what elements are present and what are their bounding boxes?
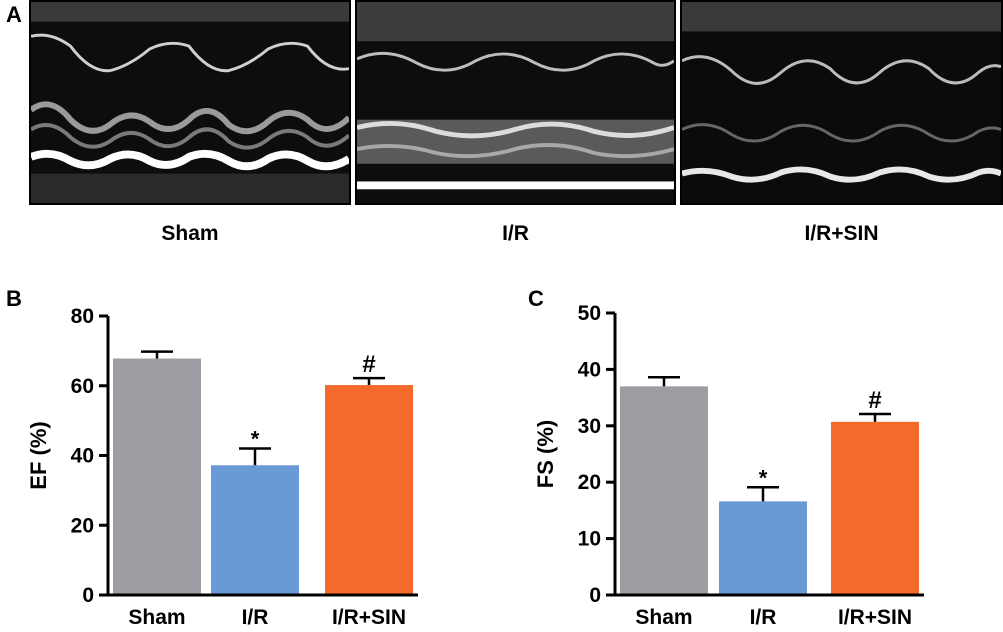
- chart-ef-svg: EF (%) Sham * I/R # I/R+SIN 0 20 40 60 80: [26, 305, 418, 629]
- ef-y-tick-label-0: 0: [82, 584, 94, 607]
- fs-y-tick-label-1: 10: [578, 528, 601, 551]
- panel-letter-b: B: [6, 286, 22, 311]
- ef-y-axis-label: EF (%): [26, 421, 51, 489]
- ef-error-bar-1: [239, 447, 271, 466]
- fs-x-tick-label-1: I/R: [750, 606, 777, 629]
- panel-letter-c: C: [528, 286, 544, 311]
- ef-y-tick-label-3: 60: [71, 375, 94, 398]
- ef-annotation-1: *: [251, 427, 260, 452]
- fs-annotation-1: *: [759, 465, 768, 490]
- echo-image-ir: [355, 0, 676, 205]
- ef-x-tick-label-2: I/R+SIN: [332, 606, 406, 629]
- fs-error-bar-1: [747, 486, 779, 502]
- fs-x-tick-label-2: I/R+SIN: [838, 606, 912, 629]
- echo-image-ir-sin: [680, 0, 1003, 205]
- echo-label-sham: Sham: [161, 222, 219, 245]
- echo-sham-graphic: [31, 2, 349, 203]
- echo-label-ir-sin: I/R+SIN: [804, 222, 879, 245]
- fs-y-tick-label-2: 20: [578, 471, 601, 494]
- fs-y-axis-label: FS (%): [533, 420, 558, 488]
- chart-fs: FS (%) Sham * I/R # I/R+SIN 0 10 20 30 40 50: [500, 290, 1003, 632]
- echo-label-ir: I/R: [502, 222, 529, 245]
- ef-annotation-2: #: [362, 351, 375, 378]
- fs-error-bar-0: [648, 376, 680, 387]
- fs-y-tick-label-0: 0: [589, 584, 601, 607]
- ef-bar-2: [325, 385, 413, 595]
- ef-bar-1: [211, 465, 299, 595]
- fs-bar-0: [620, 386, 708, 595]
- fs-y-tick-label-3: 30: [578, 415, 601, 438]
- fs-y-tick-label-5: 50: [578, 302, 601, 325]
- fs-error-bar-2: [859, 412, 891, 422]
- ef-y-tick-label-2: 40: [71, 445, 94, 468]
- chart-ef: EF (%) Sham * I/R # I/R+SIN 0 20 40 60 80: [0, 290, 500, 632]
- echo-ir-graphic: [357, 2, 674, 203]
- ef-error-bar-0: [141, 350, 173, 359]
- fs-x-tick-label-0: Sham: [635, 606, 692, 629]
- ef-bar-0: [113, 358, 201, 595]
- echo-image-sham: [29, 0, 351, 205]
- echo-ir-sin-graphic: [682, 2, 1001, 203]
- fs-bar-2: [831, 421, 919, 595]
- chart-fs-svg: FS (%) Sham * I/R # I/R+SIN 0 10 20 30 40 50: [533, 302, 924, 629]
- fs-annotation-2: #: [868, 387, 881, 414]
- ef-y-tick-label-1: 20: [71, 514, 94, 537]
- ef-x-tick-label-1: I/R: [242, 606, 269, 629]
- fs-bar-1: [719, 501, 807, 595]
- panel-letter-a: A: [6, 2, 22, 27]
- ef-y-tick-label-4: 80: [71, 305, 94, 328]
- fs-y-tick-label-4: 40: [578, 358, 601, 381]
- ef-x-tick-label-0: Sham: [128, 606, 185, 629]
- ef-error-bar-2: [353, 376, 385, 386]
